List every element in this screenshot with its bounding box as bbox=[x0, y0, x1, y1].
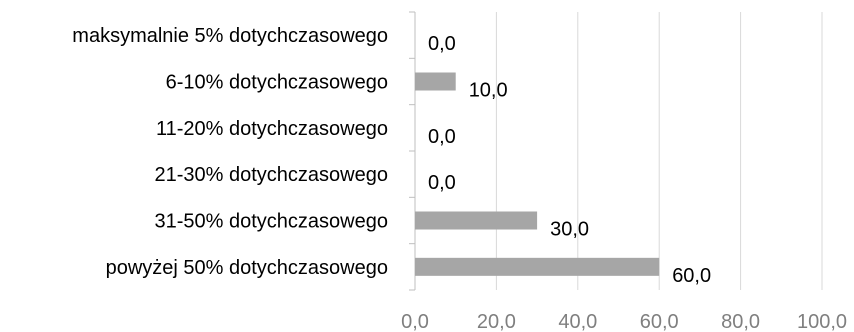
x-tick-label: 0,0 bbox=[401, 311, 429, 332]
category-axis bbox=[409, 11, 416, 291]
x-tick-label: 100,0 bbox=[797, 311, 847, 332]
data-labels: 0,0 10,0 0,0 0,0 30,0 60,0 bbox=[428, 33, 711, 287]
category-label: 6-10% dotychczasowego bbox=[166, 72, 388, 94]
data-label: 30,0 bbox=[550, 219, 589, 241]
data-label: 0,0 bbox=[428, 172, 456, 194]
data-label: 10,0 bbox=[469, 80, 508, 102]
bar bbox=[415, 72, 456, 91]
category-label: 31-50% dotychczasowego bbox=[155, 211, 388, 233]
x-tick-label: 40,0 bbox=[558, 311, 597, 332]
x-tick-labels: 0,0 20,0 40,0 60,0 80,0 100,0 bbox=[401, 311, 847, 332]
x-tick-label: 60,0 bbox=[640, 311, 679, 332]
category-label: 11-20% dotychczasowego bbox=[156, 118, 388, 140]
category-label: powyżej 50% dotychczasowego bbox=[106, 257, 388, 279]
bars bbox=[415, 72, 660, 276]
category-label: maksymalnie 5% dotychczasowego bbox=[72, 25, 388, 47]
data-label: 0,0 bbox=[428, 33, 456, 55]
data-label: 0,0 bbox=[428, 126, 456, 148]
category-label: 21-30% dotychczasowego bbox=[155, 164, 388, 186]
x-tick-label: 20,0 bbox=[477, 311, 516, 332]
gridlines bbox=[495, 12, 823, 290]
x-tick-label: 80,0 bbox=[721, 311, 760, 332]
data-label: 60,0 bbox=[672, 265, 711, 287]
bar bbox=[415, 211, 538, 230]
category-labels: maksymalnie 5% dotychczasowego 6-10% doty… bbox=[72, 25, 388, 279]
bar bbox=[415, 257, 660, 276]
